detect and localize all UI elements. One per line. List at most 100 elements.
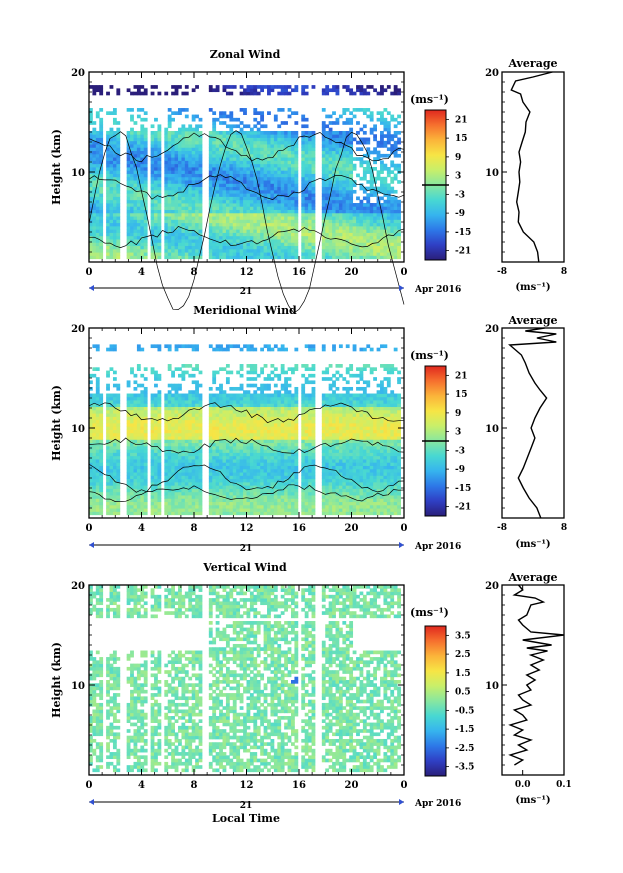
meridional-wind-heatmap-cell (157, 377, 162, 381)
zonal-wind-heatmap-cell (112, 183, 117, 188)
meridional-wind-heatmap-cell (222, 439, 227, 444)
meridional-wind-heatmap-cell (195, 367, 199, 371)
zonal-wind-heatmap-cell (143, 130, 148, 135)
zonal-wind-heatmap-cell (270, 186, 275, 191)
zonal-wind-heatmap-cell (181, 245, 186, 250)
zonal-wind-heatmap-cell (253, 222, 258, 227)
zonal-wind-heatmap-cell (154, 212, 158, 217)
zonal-wind-heatmap-cell (99, 170, 104, 174)
zonal-wind-heatmap-cell (356, 252, 360, 256)
meridional-wind-heatmap-cell (116, 442, 121, 447)
zonal-wind-heatmap-cell (253, 88, 258, 93)
zonal-wind-heatmap-cell (263, 150, 268, 155)
zonal-wind-heatmap-cell (188, 189, 193, 194)
zonal-wind-heatmap-cell (208, 88, 213, 93)
meridional-wind-heatmap-cell (195, 455, 199, 460)
zonal-wind-heatmap-cell (304, 186, 309, 191)
meridional-wind-heatmap-cell (116, 511, 121, 516)
zonal-wind-heatmap-cell (150, 180, 155, 184)
zonal-wind-heatmap-cell (362, 203, 367, 207)
zonal-wind-heatmap-cell (89, 196, 93, 201)
zonal-wind-heatmap-cell (345, 157, 350, 161)
meridional-wind-heatmap-cell (184, 393, 189, 398)
zonal-wind-heatmap-cell (256, 173, 261, 178)
zonal-wind-heatmap-cell (167, 239, 172, 243)
meridional-wind-heatmap-cell (181, 436, 186, 440)
meridional-wind-heatmap-cell (116, 419, 121, 424)
zonal-wind-heatmap-cell (311, 186, 316, 191)
zonal-wind-heatmap-cell (376, 170, 381, 174)
zonal-wind-heatmap-cell (280, 160, 285, 165)
zonal-wind-heatmap-cell (112, 206, 117, 210)
zonal-wind-heatmap-cell (321, 248, 326, 253)
zonal-wind-heatmap-cell (116, 130, 121, 135)
zonal-wind-heatmap-cell (95, 229, 100, 233)
meridional-wind-heatmap-cell (167, 423, 172, 427)
meridional-wind-heatmap-cell (136, 413, 141, 417)
meridional-wind-heatmap-cell (195, 462, 199, 466)
zonal-wind-heatmap-cell (277, 130, 282, 135)
meridional-wind-heatmap-cell (225, 491, 230, 496)
zonal-wind-heatmap-cell (150, 157, 155, 161)
zonal-wind-heatmap-cell (280, 153, 285, 158)
zonal-wind-heatmap-cell (308, 222, 312, 227)
meridional-wind-heatmap-cell (89, 373, 93, 378)
zonal-wind-heatmap-cell (325, 160, 330, 165)
zonal-wind-heatmap-cell (157, 153, 162, 158)
zonal-wind-heatmap-cell (136, 140, 141, 145)
meridional-wind-heatmap-cell (171, 432, 175, 437)
meridional-wind-heatmap-cell (106, 491, 110, 496)
zonal-wind-heatmap-cell (280, 193, 285, 197)
zonal-wind-heatmap-cell (130, 134, 134, 138)
zonal-wind-heatmap-cell (301, 117, 306, 122)
meridional-wind-heatmap-cell (215, 481, 220, 486)
meridional-wind-heatmap-cell (106, 400, 110, 404)
meridional-wind-heatmap-cell (130, 495, 134, 499)
zonal-wind-heatmap-cell (239, 91, 244, 96)
zonal-wind-heatmap-cell (95, 199, 100, 204)
zonal-wind-heatmap-cell (397, 206, 401, 210)
zonal-wind-heatmap-cell (157, 206, 162, 210)
zonal-wind-heatmap-cell (208, 252, 213, 256)
meridional-wind-heatmap-cell (150, 462, 155, 466)
meridional-wind-heatmap-cell (154, 413, 158, 417)
meridional-wind-heatmap-cell (198, 426, 203, 430)
meridional-wind-heatmap-cell (174, 419, 179, 424)
zonal-wind-heatmap-cell (239, 85, 244, 89)
meridional-wind-heatmap-cell (143, 485, 148, 489)
meridional-wind-heatmap-cell (215, 504, 220, 509)
zonal-wind-heatmap-cell (383, 124, 388, 129)
meridional-wind-heatmap-cell (150, 485, 155, 489)
meridional-wind-heatmap-cell (236, 511, 241, 516)
zonal-wind-heatmap-cell (112, 167, 117, 171)
zonal-wind-heatmap-cell (287, 203, 292, 207)
meridional-wind-heatmap-cell (184, 465, 189, 470)
zonal-wind-heatmap-cell (126, 252, 131, 256)
zonal-wind-heatmap-cell (178, 183, 182, 188)
zonal-wind-heatmap-cell (311, 199, 316, 204)
zonal-wind-heatmap-cell (301, 245, 306, 250)
zonal-wind-heatmap-cell (280, 137, 285, 142)
meridional-wind-heatmap-cell (136, 449, 141, 453)
zonal-wind-heatmap-cell (335, 170, 340, 174)
meridional-wind-heatmap-cell (222, 455, 227, 460)
meridional-wind-heatmap-cell (112, 475, 117, 480)
zonal-wind-heatmap-cell (195, 248, 199, 253)
zonal-wind-heatmap-cell (126, 196, 131, 201)
zonal-wind-heatmap-cell (164, 219, 169, 224)
zonal-wind-heatmap-cell (181, 186, 186, 191)
zonal-wind-heatmap-cell (380, 206, 384, 210)
meridional-wind-heatmap-cell (143, 419, 148, 424)
zonal-wind-heatmap-cell (267, 255, 271, 260)
zonal-wind-heatmap-cell (215, 144, 220, 148)
meridional-wind-heatmap-cell (116, 393, 121, 398)
meridional-wind-heatmap-cell (109, 511, 114, 516)
zonal-wind-heatmap-cell (325, 209, 330, 214)
zonal-wind-heatmap-cell (321, 219, 326, 224)
zonal-wind-heatmap-cell (157, 147, 162, 152)
zonal-wind-heatmap-cell (397, 245, 401, 250)
zonal-wind-heatmap-cell (126, 147, 131, 152)
zonal-wind-heatmap-cell (188, 150, 193, 155)
meridional-wind-heatmap-cell (143, 475, 148, 480)
zonal-wind-heatmap-cell (112, 147, 117, 152)
